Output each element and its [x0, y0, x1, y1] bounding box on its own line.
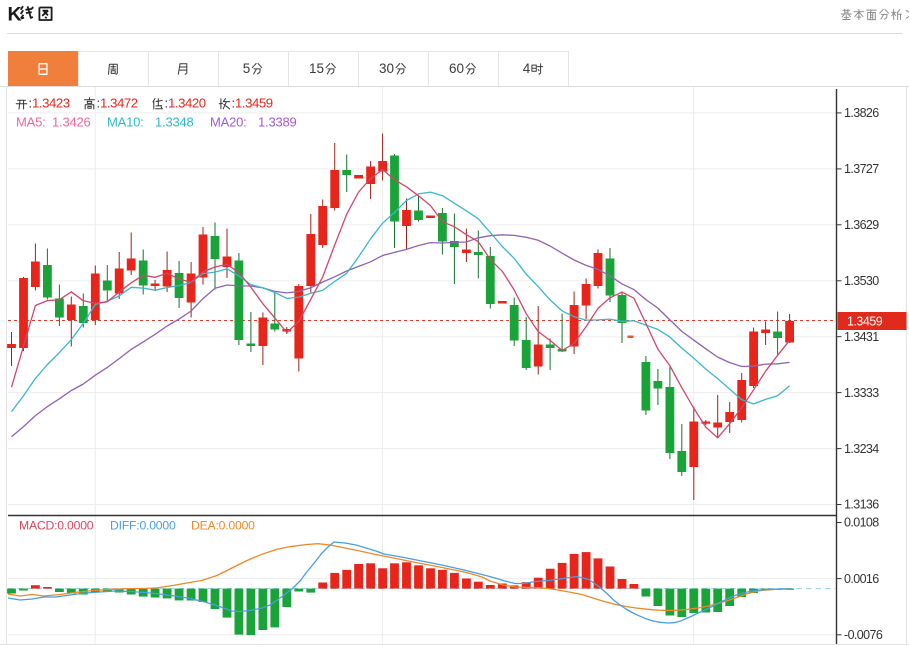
svg-text:1.3459: 1.3459: [235, 96, 273, 111]
svg-text:MA10:: MA10:: [107, 115, 144, 130]
svg-text:1.3136: 1.3136: [844, 498, 879, 512]
svg-text:MA20:: MA20:: [210, 115, 247, 130]
svg-text:DEA:0.0000: DEA:0.0000: [191, 519, 255, 533]
svg-text:1.3348: 1.3348: [155, 115, 194, 130]
svg-text:1.3426: 1.3426: [52, 115, 91, 130]
svg-text:1.3389: 1.3389: [258, 115, 297, 130]
svg-text:1.3420: 1.3420: [168, 96, 206, 111]
svg-text:DIFF:0.0000: DIFF:0.0000: [110, 519, 176, 533]
svg-text::: :: [165, 96, 168, 111]
svg-text:1.3826: 1.3826: [844, 106, 879, 120]
svg-text:60: 60: [449, 61, 464, 76]
svg-text:30: 30: [379, 61, 394, 76]
svg-text:1.3472: 1.3472: [100, 96, 138, 111]
svg-text:K: K: [8, 3, 22, 25]
svg-text::: :: [232, 96, 235, 111]
svg-text:0.0016: 0.0016: [844, 572, 879, 586]
svg-text:MACD:0.0000: MACD:0.0000: [19, 519, 94, 533]
svg-text:5: 5: [243, 61, 251, 76]
svg-text:1.3333: 1.3333: [844, 386, 879, 400]
svg-text:0.0108: 0.0108: [844, 516, 879, 530]
svg-text:1.3727: 1.3727: [844, 162, 879, 176]
svg-text:1.3629: 1.3629: [844, 218, 879, 232]
svg-text:-0.0076: -0.0076: [844, 628, 883, 642]
svg-text:1.3234: 1.3234: [844, 442, 879, 456]
svg-text:1.3459: 1.3459: [847, 315, 883, 329]
svg-text:15: 15: [309, 61, 324, 76]
svg-text:4: 4: [523, 61, 531, 76]
svg-text:1.3423: 1.3423: [32, 96, 70, 111]
svg-text:1.3431: 1.3431: [844, 330, 879, 344]
svg-text::: :: [29, 96, 32, 111]
svg-text::: :: [97, 96, 100, 111]
svg-text:MA5:: MA5:: [16, 115, 46, 130]
svg-text:1.3530: 1.3530: [844, 274, 879, 288]
